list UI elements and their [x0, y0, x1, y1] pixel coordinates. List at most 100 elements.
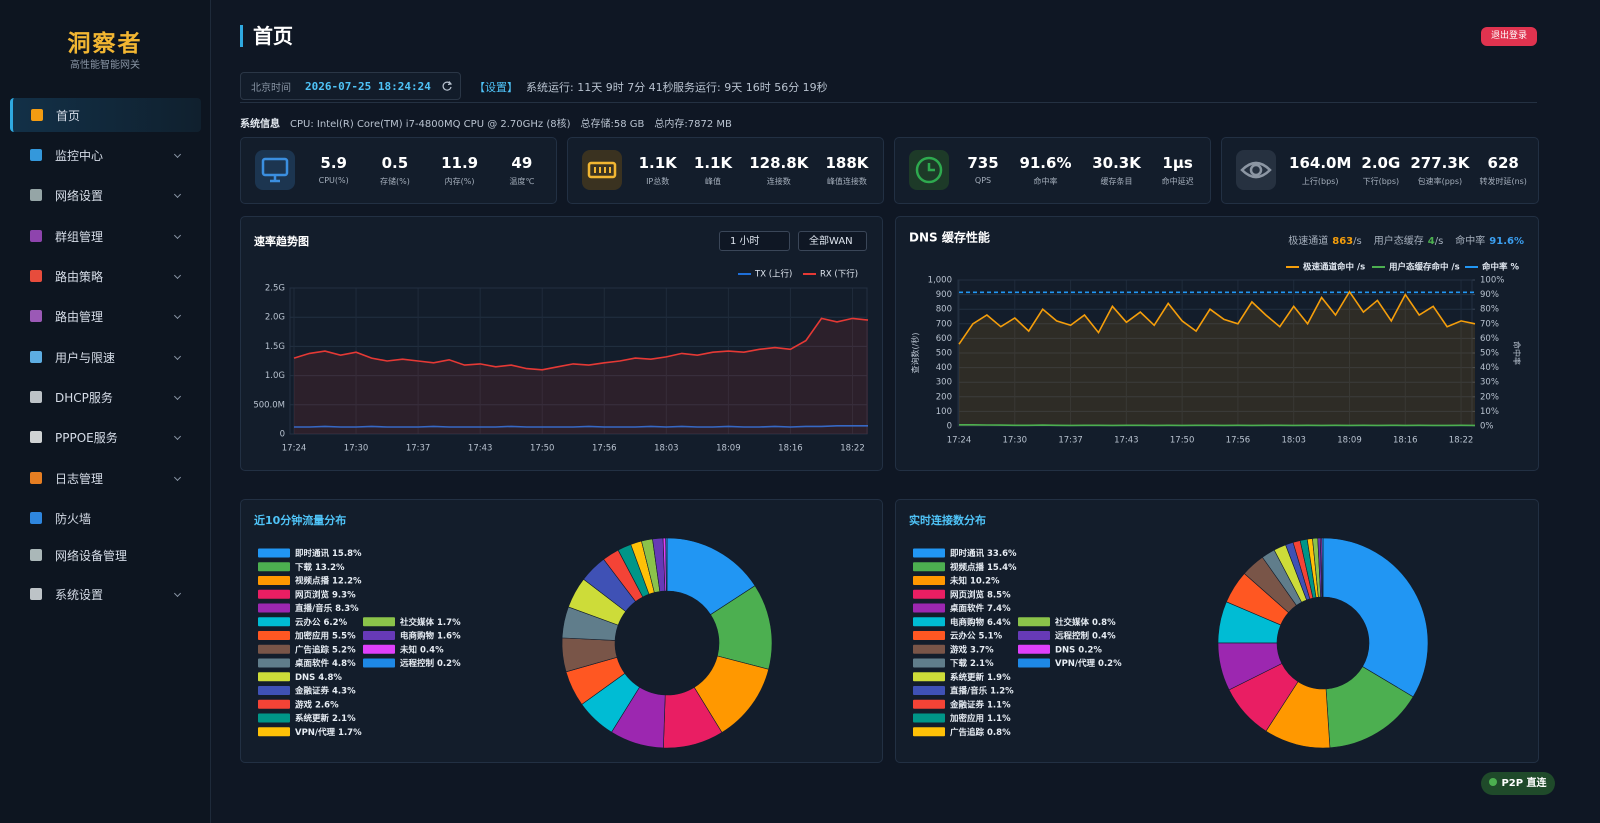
- menu-icon: [30, 351, 42, 363]
- menu-icon: [30, 472, 42, 484]
- divider: [240, 102, 1537, 103]
- card-value: 1μs: [1162, 154, 1193, 172]
- menu-item[interactable]: 网络设置: [12, 178, 200, 212]
- card-label: 命中延迟: [1161, 177, 1194, 186]
- range-select[interactable]: 1 小时: [719, 231, 790, 251]
- menu-item[interactable]: DHCP服务: [12, 380, 200, 414]
- menu-icon: [30, 512, 42, 524]
- card-value: 5.9: [320, 154, 347, 172]
- card-item: 30.3K 缓存条目: [1092, 154, 1141, 187]
- menu-icon: [30, 431, 42, 443]
- menu-icon: [30, 391, 42, 403]
- p2p-badge[interactable]: P2P 直连: [1481, 772, 1555, 795]
- card-label: 峰值连接数: [826, 177, 867, 186]
- card-icon-graphic: [915, 156, 943, 184]
- memory-info: 总内存:7872 MB: [654, 119, 732, 130]
- stat-card: 735 QPS 91.6% 命中率 30.3K 缓存条目 1μs 命中延迟: [894, 137, 1211, 204]
- wan-select[interactable]: 全部WAN: [798, 231, 867, 251]
- menu-arrow: [173, 589, 182, 598]
- menu-label: PPPOE服务: [55, 430, 118, 445]
- menu-item[interactable]: 路由策略: [12, 259, 200, 293]
- menu-arrow: [173, 271, 182, 280]
- menu-label: 网络设备管理: [55, 548, 128, 563]
- menu-arrow: [173, 231, 182, 240]
- menu-item[interactable]: 用户与限速: [12, 340, 200, 374]
- dns-stat-unit: /s: [1434, 236, 1444, 247]
- card-item: 128.8K 连接数: [749, 154, 808, 187]
- brand: 洞察者: [67, 31, 143, 57]
- card-icon: [582, 150, 622, 190]
- dns-stat-unit: /s: [1353, 236, 1362, 247]
- card-value: 49: [511, 154, 533, 172]
- card-label: 连接数: [766, 177, 791, 186]
- dns-stat-value: 4: [1427, 236, 1435, 247]
- card-value: 2.0G: [1361, 154, 1401, 172]
- menu-item[interactable]: 日志管理: [12, 461, 200, 495]
- stat-card: 1.1K IP总数 1.1K 峰值 128.8K 连接数 188K 峰值连接数: [567, 137, 884, 204]
- dns-panel: [895, 216, 1539, 471]
- card-icon: [909, 150, 949, 190]
- card-value: 30.3K: [1092, 154, 1141, 172]
- dns-stats: 极速通道 863/s 用户态缓存 4/s 命中率 91.6%: [1288, 232, 1524, 247]
- card-item: 11.9 内存(%): [441, 154, 478, 187]
- menu-label: 网络设置: [55, 188, 104, 203]
- card-item: 91.6% 命中率: [1019, 154, 1071, 187]
- menu-item[interactable]: 群组管理: [12, 219, 200, 253]
- card-label: CPU(%): [318, 176, 349, 185]
- traffic-pie-panel: [240, 499, 883, 763]
- time-box: 北京时间 2026-07-25 18:24:24: [240, 72, 461, 100]
- card-label: IP总数: [646, 177, 670, 186]
- dns-stat-value: 863: [1332, 236, 1354, 247]
- service-uptime: 服务运行: 9天 16时 56分 19秒: [673, 81, 828, 94]
- logout-button[interactable]: 退出登录: [1481, 27, 1537, 46]
- card-item: 1.1K IP总数: [639, 154, 677, 187]
- card-item: 0.5 存储(%): [380, 154, 410, 187]
- system-info: 系统信息 CPU: Intel(R) Core(TM) i7-4800MQ CP…: [240, 115, 732, 130]
- card-label: QPS: [974, 176, 992, 185]
- menu-label: 监控中心: [55, 148, 104, 163]
- card-value: 0.5: [381, 154, 409, 172]
- card-label: 缓存条目: [1100, 177, 1133, 186]
- menu-icon: [30, 310, 42, 322]
- card-label: 命中率: [1033, 177, 1058, 186]
- card-value: 1.1K: [693, 154, 733, 172]
- menu-arrow: [173, 150, 182, 159]
- cpu-info: CPU: Intel(R) Core(TM) i7-4800MQ CPU @ 2…: [290, 119, 571, 130]
- settings-link[interactable]: 【设置】: [474, 81, 518, 94]
- menu-arrow: [173, 432, 182, 441]
- card-value: 188K: [825, 154, 869, 172]
- menu-item[interactable]: 网络设备管理: [12, 538, 200, 572]
- menu-arrow: [173, 473, 182, 482]
- menu-label: 日志管理: [55, 471, 104, 486]
- refresh-icon[interactable]: [441, 80, 453, 92]
- card-value: 11.9: [441, 154, 479, 172]
- card-value: 91.6%: [1019, 154, 1072, 172]
- card-icon-graphic: [1240, 161, 1272, 179]
- menu-icon: [31, 109, 43, 121]
- card-value: 735: [967, 154, 999, 172]
- menu-arrow: [173, 352, 182, 361]
- card-items: 1.1K IP总数 1.1K 峰值 128.8K 连接数 188K 峰值连接数: [630, 154, 877, 187]
- card-label: 上行(bps): [1301, 177, 1339, 186]
- dns-stat-label: 极速通道: [1288, 236, 1329, 247]
- dns-stat-label: 用户态缓存: [1373, 236, 1424, 247]
- menu-icon: [30, 230, 42, 242]
- card-item: 1.1K 峰值: [694, 154, 732, 187]
- badge-text: P2P 直连: [1501, 778, 1547, 789]
- card-items: 5.9 CPU(%) 0.5 存储(%) 11.9 内存(%) 49 温度℃: [303, 154, 550, 187]
- menu-item[interactable]: 监控中心: [12, 138, 200, 172]
- system-uptime: 系统运行: 11天 9时 7分 41秒: [526, 81, 674, 94]
- storage-info: 总存储:58 GB: [580, 119, 645, 130]
- conn-pie-panel: [895, 499, 1539, 763]
- menu-item[interactable]: 系统设置: [12, 577, 200, 611]
- menu-item[interactable]: 路由管理: [12, 299, 200, 333]
- menu-icon: [30, 149, 42, 161]
- stat-card: 5.9 CPU(%) 0.5 存储(%) 11.9 内存(%) 49 温度℃: [240, 137, 557, 204]
- menu-icon: [30, 588, 42, 600]
- menu-icon: [30, 270, 42, 282]
- menu-item[interactable]: PPPOE服务: [12, 420, 200, 454]
- menu-item[interactable]: 首页: [10, 98, 201, 132]
- menu-item[interactable]: 防火墙: [12, 501, 200, 535]
- card-label: 峰值: [705, 177, 721, 186]
- menu-label: 系统设置: [55, 587, 104, 602]
